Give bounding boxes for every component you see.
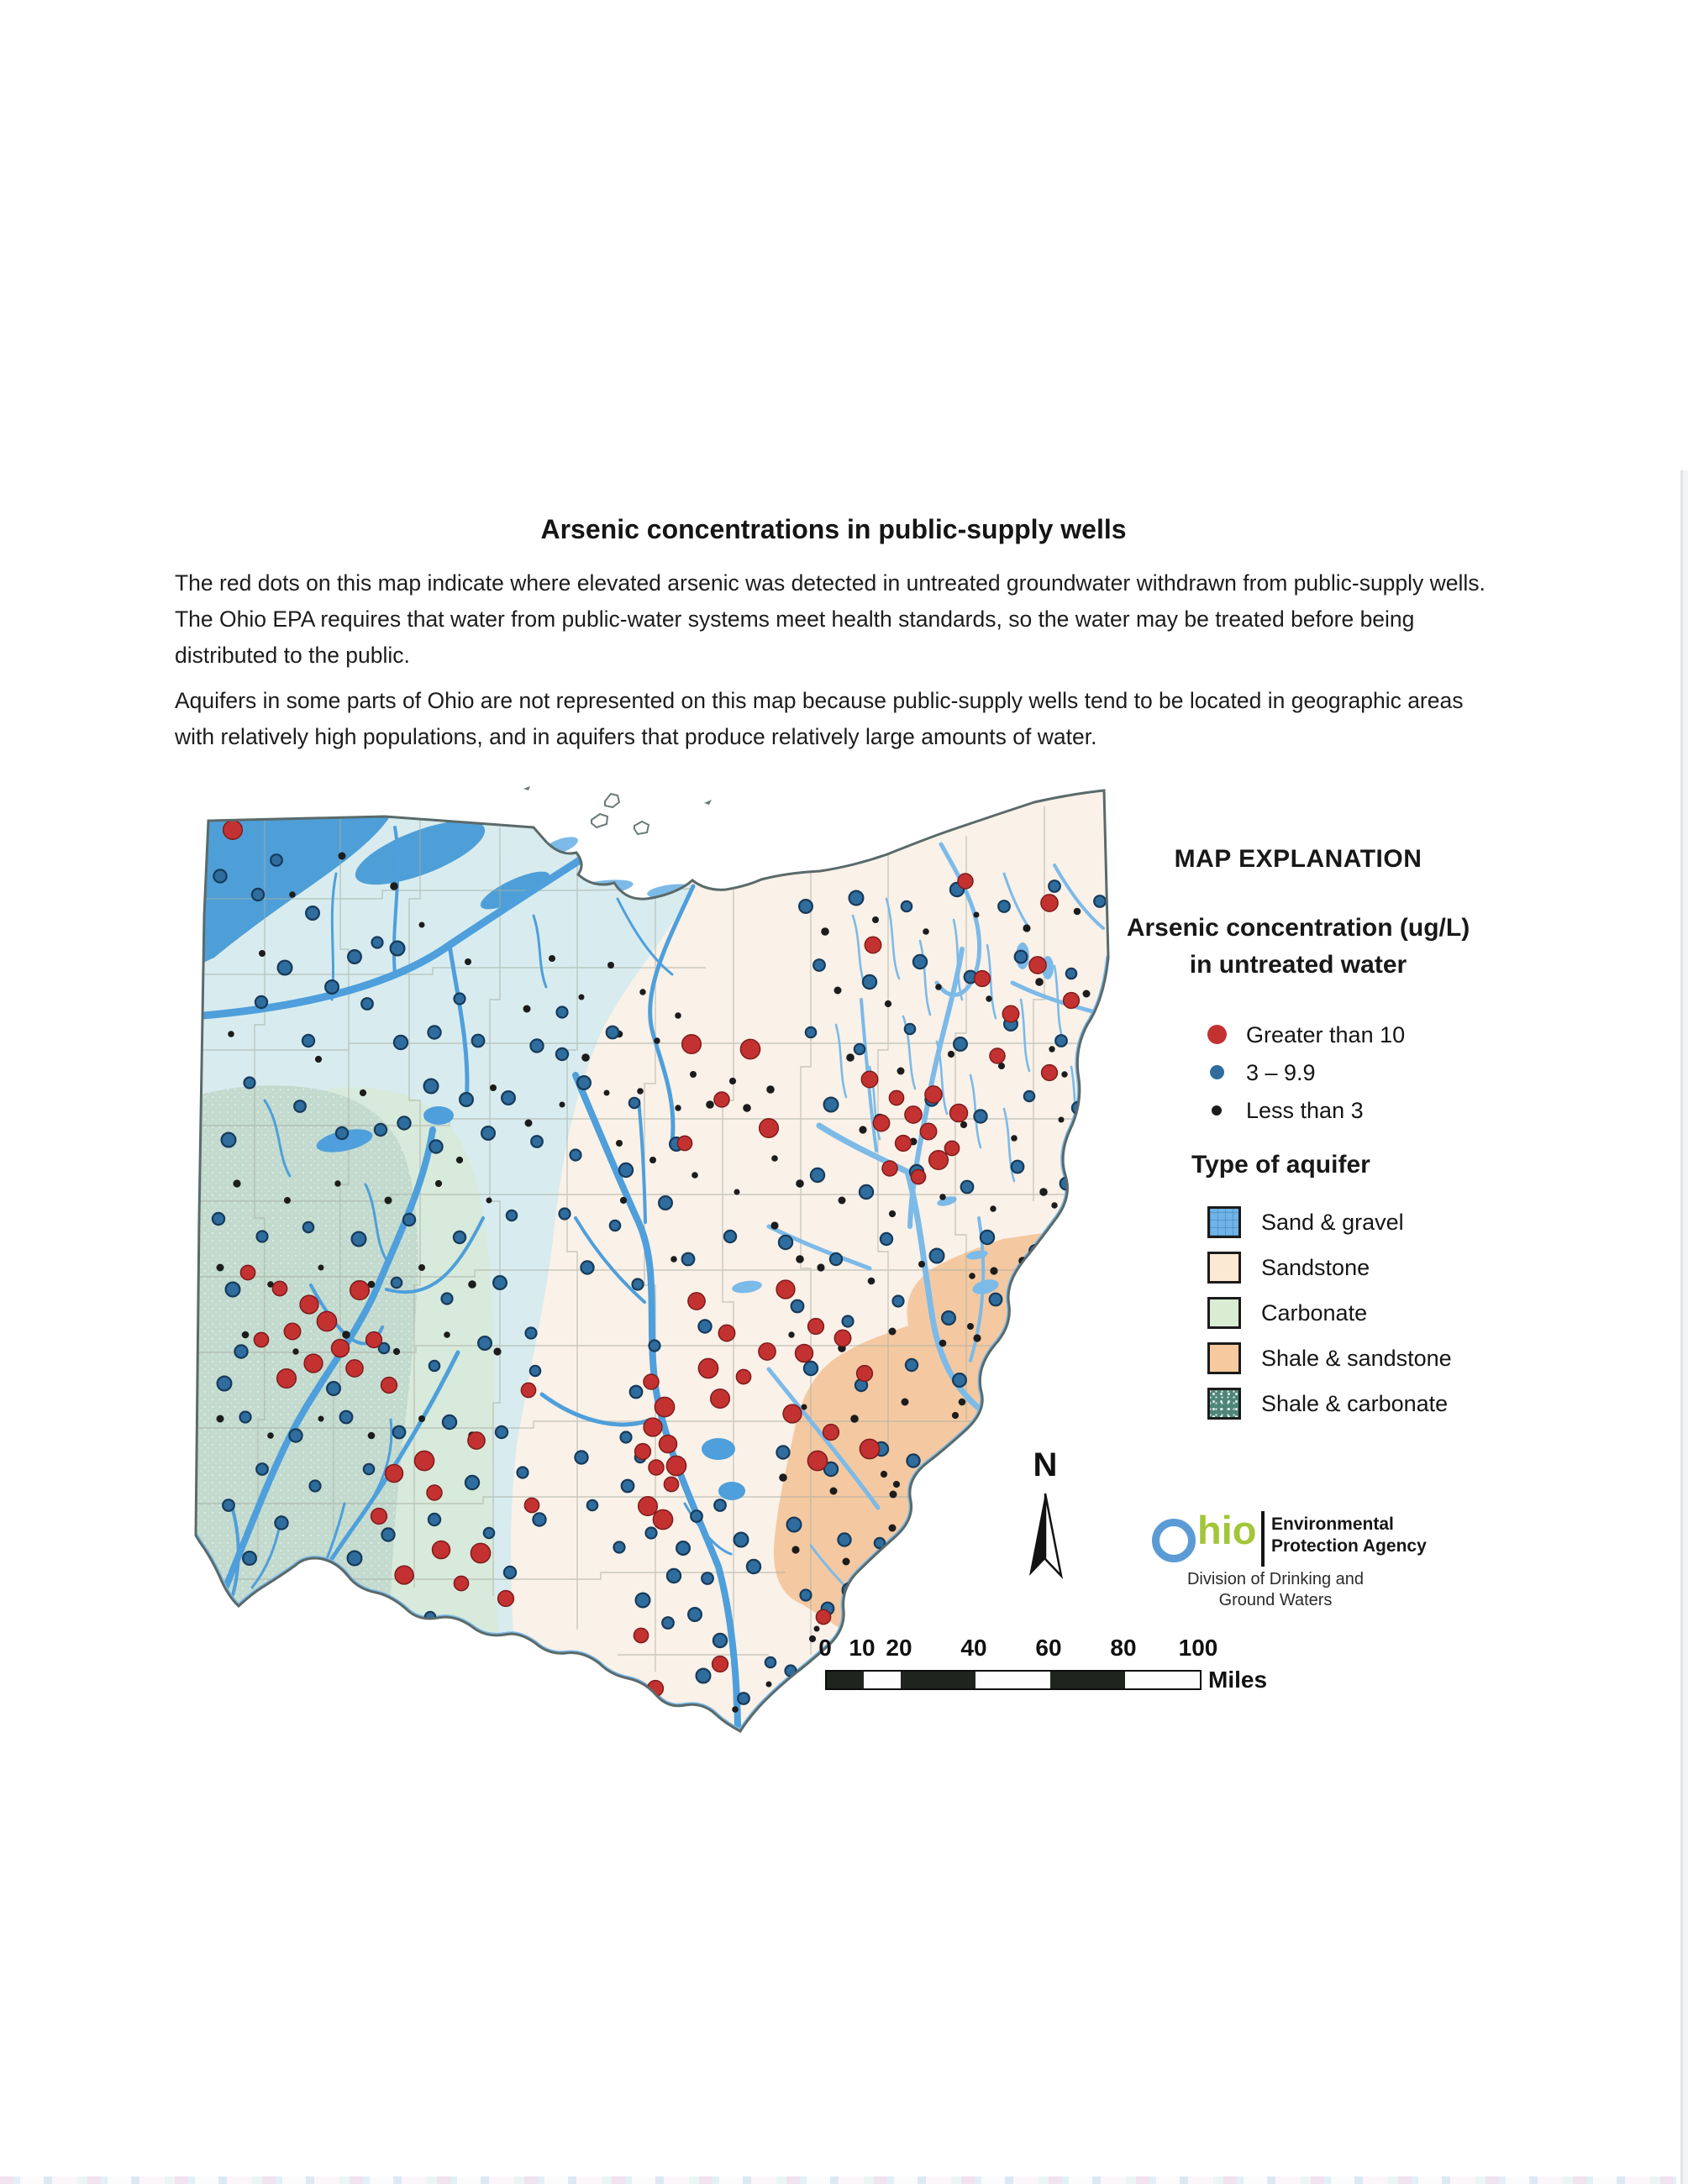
agency-line1: Environmental [1271,1515,1394,1534]
scale-tick: 100 [1178,1635,1218,1661]
scale-tick: 60 [1035,1635,1062,1661]
dots-greater-than-10 [222,819,1104,1698]
scan-noise-strip [0,2176,1676,2184]
shale-sandstone-swatch-icon [1207,1342,1241,1374]
mid-dot-icon [1210,1065,1224,1079]
aquifer-legend-title: Type of aquifer [1191,1151,1370,1179]
division-line1: Division of Drinking and [1186,1570,1365,1588]
scan-edge-line [1680,470,1683,2184]
map-explanation-header: MAP EXPLANATION [1174,845,1422,873]
aquifer-item-label: Shale & sandstone [1261,1346,1452,1371]
scale-segment [1125,1672,1200,1688]
ohio-epa-logo-hio: hio [1197,1508,1257,1552]
aquifer-item-label: Sandstone [1261,1255,1370,1280]
intro-paragraph: The red dots on this map indicate where … [175,570,1486,668]
division-name: Division of Drinking and Ground Waters [1149,1569,1401,1611]
scale-segment [827,1672,864,1688]
scale-tick: 10 [849,1635,876,1661]
ohio-state-outline [194,789,1110,1733]
arsenic-legend-title-line1: Arsenic concentration (ug/L) [1126,914,1470,942]
scan-edge-band [1683,470,1688,2184]
division-line2: Ground Waters [1218,1591,1333,1609]
ohio-epa-logo-o-icon [1152,1519,1196,1562]
scale-segment [864,1672,901,1688]
sandstone-swatch-icon [1207,1252,1241,1284]
gt10-dot-icon [1207,1025,1227,1044]
agency-line2: Protection Agency [1271,1536,1427,1556]
scale-bar [825,1670,1202,1690]
aquifer-item-label: Shale & carbonate [1261,1391,1449,1416]
ohio-arsenic-map [194,786,1110,1733]
scale-tick: 40 [960,1635,987,1661]
aquifer-item-label: Carbonate [1261,1300,1368,1326]
page-title: Arsenic concentrations in public-supply … [540,514,1127,544]
sand-gravel-swatch-icon [1207,1206,1241,1238]
agency-name: Environmental Protection Agency [1271,1514,1427,1557]
legend-item-label: 3 – 9.9 [1246,1060,1316,1085]
aquifer-note-paragraph: Aquifers in some parts of Ohio are not r… [175,688,1464,749]
lake-erie-islands [523,786,712,836]
scale-tick: 80 [1110,1635,1137,1661]
logo-divider [1261,1511,1265,1567]
scale-unit-label: Miles [1208,1667,1268,1693]
legend-item-label: Greater than 10 [1246,1022,1406,1047]
scale-tick: 20 [886,1635,912,1661]
scale-tick: 0 [818,1635,832,1661]
north-label: N [1033,1446,1058,1483]
scale-segment [975,1672,1050,1688]
dots-3-to-9-9 [211,853,1108,1705]
scale-segment [901,1672,975,1688]
shale-carbonate-swatch-icon [1207,1388,1241,1420]
dots-less-than-3 [216,852,1091,1713]
lt3-dot-icon [1212,1105,1222,1116]
carbonate-swatch-icon [1207,1297,1241,1329]
arsenic-legend-title-line2: in untreated water [1189,951,1407,979]
legend-item-label: Less than 3 [1246,1098,1364,1123]
scale-segment [1050,1672,1125,1688]
north-arrow-icon [1029,1493,1064,1579]
region-shale-carbonate-texture [196,1085,418,1663]
aquifer-item-label: Sand & gravel [1261,1210,1404,1235]
